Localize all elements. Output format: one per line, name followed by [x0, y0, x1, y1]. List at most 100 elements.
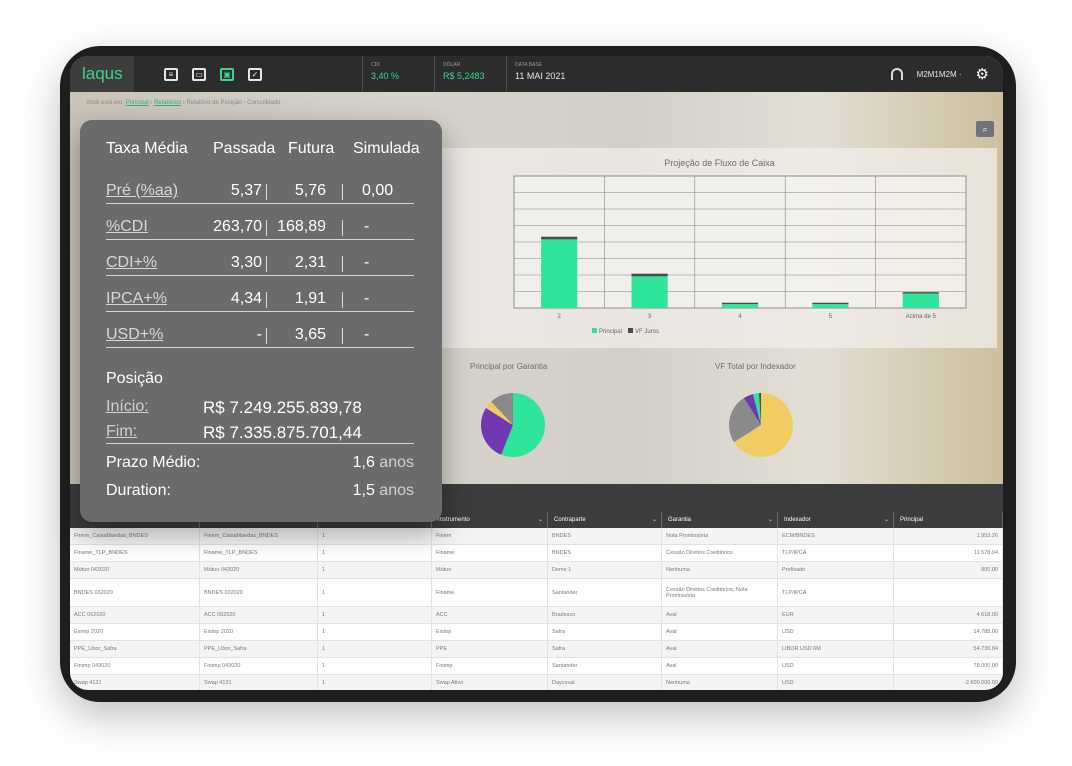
x-tick-label: Acima de 5 — [906, 314, 937, 320]
table-cell: 1.953.26 — [894, 528, 1003, 544]
cash-flow-bar-chart: 2 3 4 5 Acima de 5 — [513, 175, 967, 320]
chevron-down-icon[interactable]: ⌄ — [767, 517, 773, 523]
bar-interest[interactable] — [721, 302, 759, 305]
column-header-label: Indexador — [784, 517, 811, 523]
table-row[interactable]: ACC 062020 ACC 062020 1 ACC Bradesco Aval EUR 4… — [70, 607, 1003, 624]
rate-label: USD+% — [106, 326, 164, 343]
column-header-label: Principal — [900, 517, 924, 523]
pie-slice[interactable] — [743, 394, 761, 425]
pie-slice[interactable] — [485, 401, 513, 425]
nav-icons: ≡ ▭ ▣ ✓ — [164, 67, 262, 81]
avg-term-label: Prazo Médio: — [106, 454, 201, 471]
headset-icon[interactable] — [890, 68, 903, 80]
rate-label: IPCA+% — [106, 290, 167, 307]
table-row[interactable]: Eximp 2020 Eximp 2020 1 Eximp Safra Aval USD 14… — [70, 624, 1003, 641]
rate-label: CDI+% — [106, 254, 158, 271]
search-button[interactable]: ⌕ — [976, 121, 994, 137]
table-row[interactable]: Finame_TLP_BNDES Finame_TLP_BNDES 1 Finame B… — [70, 545, 1003, 562]
end-label: Fim: — [106, 423, 138, 440]
table-cell: Aval — [662, 641, 778, 657]
bar-principal[interactable] — [541, 239, 578, 308]
breadcrumb-link-home[interactable]: Principal — [125, 100, 149, 106]
past-value: - — [256, 326, 262, 343]
top-bar: laqus ≡ ▭ ▣ ✓ CDI 3,40 % DÓLAR R$ 5,2483 DA… — [70, 56, 1003, 92]
table-cell: Finame — [432, 545, 548, 561]
pie-slice[interactable] — [481, 407, 513, 455]
table-cell: TLP/IPCA — [778, 579, 894, 606]
chevron-down-icon[interactable]: ⌄ — [651, 517, 657, 523]
future-value: 5,76 — [294, 182, 326, 199]
table-cell: ACC 062020 — [200, 607, 318, 623]
table-cell: Eximp 2020 — [70, 624, 200, 640]
dashboard-icon[interactable]: ▣ — [220, 67, 234, 81]
bar-principal[interactable] — [631, 276, 668, 308]
legend-item-interest: VF Juros — [628, 328, 659, 335]
simulated-value: - — [364, 290, 370, 307]
simulated-value: - — [364, 218, 370, 235]
table-cell: Finem_CaixaMaedas_BNDES — [200, 528, 318, 544]
duration-unit: anos — [379, 482, 414, 499]
start-value: R$ 7.249.255.839,78 — [203, 398, 362, 417]
x-tick-label: 3 — [648, 314, 652, 320]
table-cell: Finame_TLP_BNDES — [70, 545, 200, 561]
bar-principal[interactable] — [721, 304, 759, 308]
table-cell: ACC — [432, 607, 548, 623]
chevron-down-icon[interactable]: ⌄ — [537, 517, 543, 523]
table-cell: Santander — [548, 658, 662, 674]
app-logo[interactable]: laqus — [70, 56, 134, 92]
clipboard-check-icon[interactable]: ✓ — [248, 67, 262, 81]
table-cell: Finame — [432, 579, 548, 606]
table-cell: ACC 062020 — [70, 607, 200, 623]
bar-principal[interactable] — [902, 293, 939, 308]
column-header[interactable]: Garantia ⌄ — [662, 512, 778, 528]
column-separator — [266, 220, 267, 236]
column-header[interactable]: Indexador ⌄ — [778, 512, 894, 528]
pie-slice[interactable] — [758, 393, 761, 425]
table-row[interactable]: Finem_CaixaMaedas_BNDES Finem_CaixaMaedas… — [70, 528, 1003, 545]
dollar-stat: DÓLAR R$ 5,2483 — [434, 56, 506, 92]
column-separator — [266, 256, 267, 272]
table-cell: Mútuo 043020 — [70, 562, 200, 578]
column-header[interactable]: Contraparte ⌄ — [548, 512, 662, 528]
chevron-down-icon[interactable]: ⌄ — [883, 517, 889, 523]
guarantee-pie-chart — [481, 393, 545, 457]
simulated-value: 0,00 — [362, 182, 394, 199]
table-row[interactable]: Mútuo 043020 Mútuo 043020 1 Mútuo Deme 1 Nenh… — [70, 562, 1003, 579]
pie-slice[interactable] — [733, 393, 793, 457]
pie-slice[interactable] — [753, 393, 761, 425]
bar-interest[interactable] — [902, 292, 939, 294]
report-icon[interactable]: ≡ — [164, 67, 178, 81]
bar-interest[interactable] — [541, 236, 578, 240]
header-future: Futura — [288, 140, 335, 157]
column-header[interactable]: Instrumento ⌄ — [432, 512, 548, 528]
x-tick-label: 5 — [829, 314, 833, 320]
user-menu[interactable]: M2M1M2M · — [916, 69, 962, 79]
pie-slice[interactable] — [729, 397, 761, 443]
end-value: R$ 7.335.875.701,44 — [203, 423, 362, 442]
rate-row: %CDI 263,70 168,89 - — [106, 216, 414, 240]
x-tick-label: 4 — [738, 314, 742, 320]
bar-principal[interactable] — [812, 304, 849, 308]
top-right-controls: M2M1M2M · ⚙ — [890, 65, 1003, 83]
table-cell: Safra — [548, 641, 662, 657]
pie-slice[interactable] — [491, 393, 513, 425]
table-row[interactable]: PPE_Libor_Safra PPE_Libor_Safra 1 PPE Safra A… — [70, 641, 1003, 658]
table-cell: Bradesco — [548, 607, 662, 623]
column-header-label: Contraparte — [554, 517, 586, 523]
indexer-pie-title: VF Total por Indexador — [715, 362, 796, 371]
monitor-icon[interactable]: ▭ — [192, 67, 206, 81]
table-cell: TLP/IPCA — [778, 545, 894, 561]
bar-interest[interactable] — [812, 302, 849, 305]
table-cell: Aval — [662, 624, 778, 640]
table-row[interactable]: Finimp 043020 Finimp 043020 1 Finimp Santand… — [70, 658, 1003, 675]
gear-icon[interactable]: ⚙ — [975, 66, 989, 83]
bar-interest[interactable] — [631, 273, 668, 277]
table-row[interactable]: Swap 4131 Swap 4131 1 Swap Ativo Daycoval Nen… — [70, 675, 1003, 690]
table-cell: 1 — [318, 624, 432, 640]
table-row[interactable]: BNDES 032020 BNDES 032020 1 Finame Santander… — [70, 579, 1003, 607]
table-cell: USD — [778, 675, 894, 690]
table-cell: Prefixado — [778, 562, 894, 578]
breadcrumb-link-reports[interactable]: Relatórios — [154, 100, 182, 106]
pie-slice[interactable] — [501, 393, 545, 457]
column-header[interactable]: Principal — [894, 512, 1003, 528]
